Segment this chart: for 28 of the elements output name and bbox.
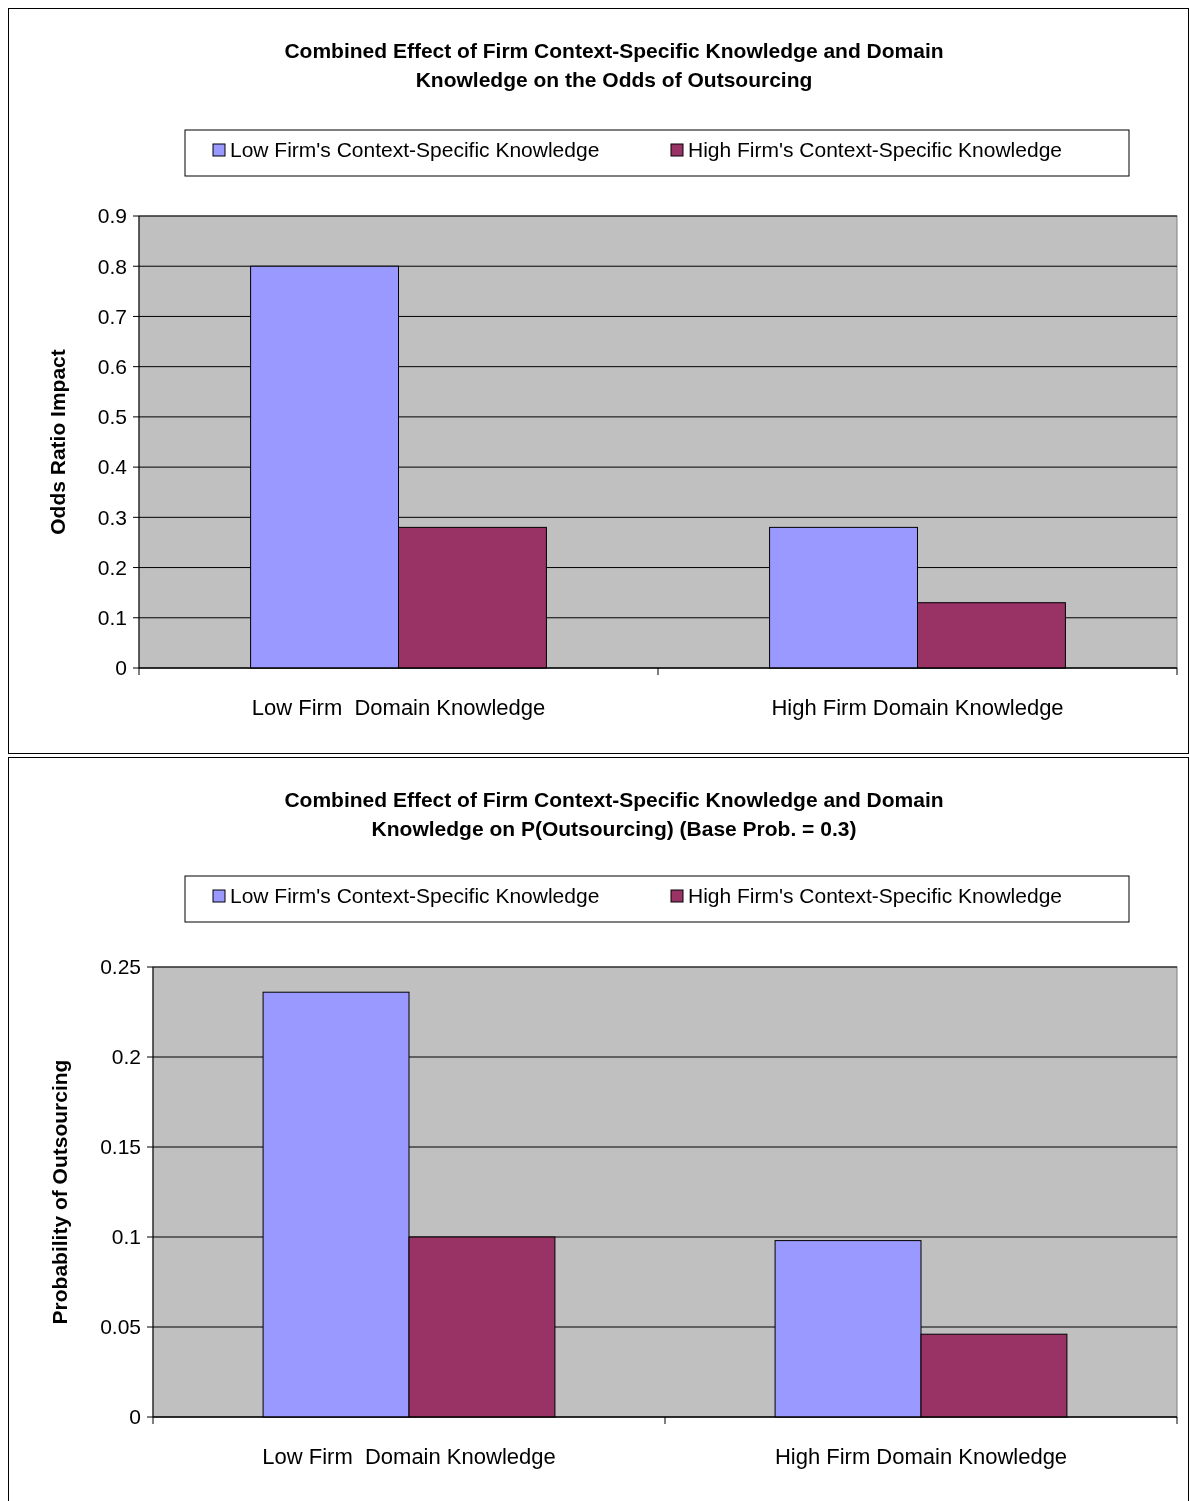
y-tick-label: 0.8 [97, 254, 127, 278]
y-tick-label: 0.2 [111, 1045, 141, 1069]
chart-title: Combined Effect of Firm Context-Specific Knowledge and Domain Knowledge on P(Outsourcing) (Base Prob. = 0.3) [284, 788, 944, 840]
y-tick-label: 0.25 [100, 955, 141, 979]
x-tick-label: High Firm Domain Knowledge [774, 1444, 1068, 1469]
y-tick-label: 0.1 [97, 606, 127, 630]
y-tick-label: 0.2 [97, 555, 127, 579]
y-tick-label: 0.05 [100, 1315, 141, 1339]
y-tick-label: 0.6 [97, 355, 127, 379]
x-tick-label: Low Firm Domain Knowledge [262, 1444, 556, 1469]
y-tick-label: 0.1 [111, 1225, 141, 1249]
x-tick-label: High Firm Domain Knowledge [771, 695, 1064, 720]
y-tick-label: 0 [115, 656, 127, 680]
y-tick-label: 0.7 [97, 304, 127, 328]
y-tick-label: 0.4 [97, 455, 128, 479]
legend-label: High Firm's Context-Specific Knowledge [688, 884, 1062, 907]
chart-title: Combined Effect of Firm Context-Specific Knowledge and Domain Knowledge on the Odds of Outsourcing [284, 39, 944, 91]
y-tick-label: 0.3 [97, 505, 127, 529]
x-tick-label: Low Firm Domain Knowledge [251, 695, 546, 720]
legend-label: High Firm's Context-Specific Knowledge [688, 138, 1062, 161]
y-tick-label: 0.9 [97, 204, 127, 228]
y-tick-label: 0 [129, 1405, 141, 1429]
y-tick-label: 0.15 [100, 1135, 141, 1159]
y-axis-title: Probability of Outsourcing [48, 1059, 71, 1325]
y-tick-label: 0.5 [97, 405, 127, 429]
legend-label: Low Firm's Context-Specific Knowledge [230, 884, 600, 907]
y-axis-title: Odds Ratio Impact [46, 349, 69, 535]
legend-label: Low Firm's Context-Specific Knowledge [230, 138, 600, 161]
